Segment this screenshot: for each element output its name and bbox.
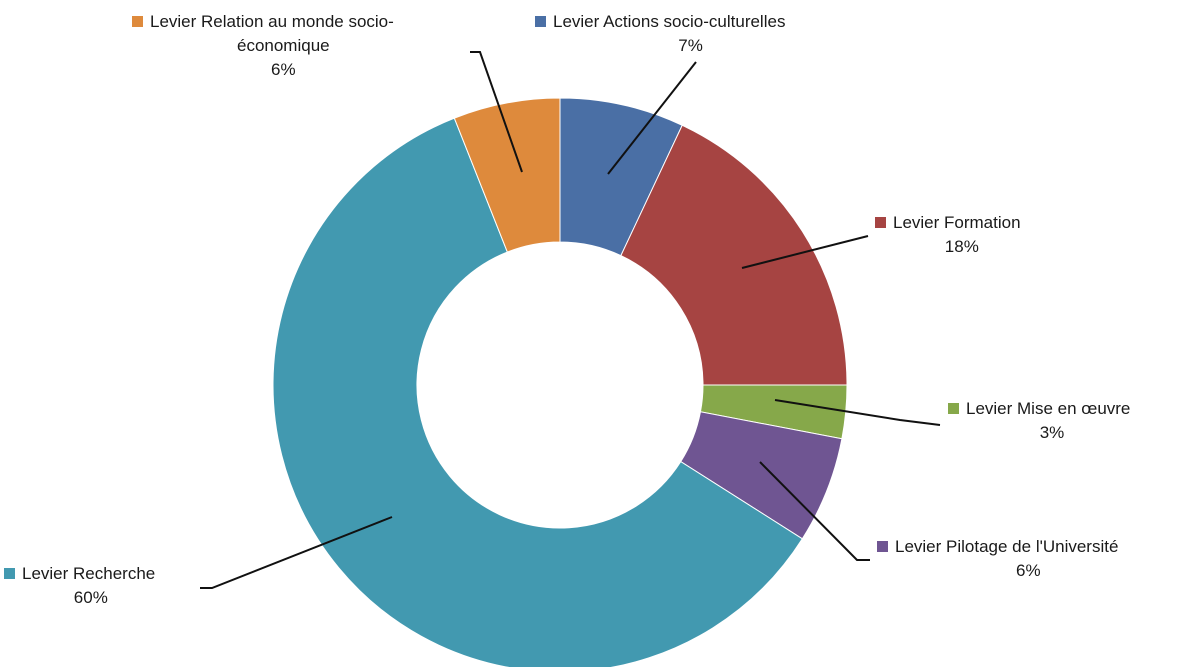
legend-marker-levier-recherche [4, 568, 15, 579]
data-label-levier-actions-socio-culturelles: Levier Actions socio-culturelles 7% [535, 12, 785, 55]
data-label-levier-pilotage-de-l-universit-: Levier Pilotage de l'Université 6% [877, 537, 1118, 580]
label-name-levier-pilotage-de-l-universit-: Levier Pilotage de l'Université [895, 537, 1118, 556]
slice-levier-recherche [272, 117, 804, 667]
label-percent-levier-pilotage-de-l-universit-: 6% [1016, 561, 1041, 580]
legend-marker-levier-actions-socio-culturelles [535, 16, 546, 27]
slice-levier-formation [620, 124, 848, 386]
leader-lines-group [200, 51, 941, 589]
label-percent-levier-recherche: 60% [74, 588, 108, 607]
label-percent-levier-relation-au-monde-socio-conomique: 6% [271, 60, 296, 79]
leader-line-levier-pilotage-de-l-universit- [759, 461, 870, 561]
slice-levier-relation-au-monde-socio-conomique [453, 97, 561, 253]
leader-line-levier-mise-en-uvre [774, 399, 941, 426]
leader-line-levier-relation-au-monde-socio-conomique [470, 51, 523, 173]
labels-group: Levier Actions socio-culturelles7%Levier… [4, 12, 1130, 607]
data-label-levier-formation: Levier Formation 18% [875, 213, 1021, 256]
data-label-levier-relation-au-monde-socio-conomique: Levier Relation au monde socio-économiqu… [132, 12, 394, 79]
legend-marker-levier-mise-en-uvre [948, 403, 959, 414]
label-percent-levier-formation: 18% [945, 237, 979, 256]
legend-marker-levier-formation [875, 217, 886, 228]
leader-line-levier-recherche [200, 516, 393, 589]
slices-group [272, 97, 848, 667]
leader-line-levier-formation [741, 235, 869, 269]
data-label-levier-mise-en-uvre: Levier Mise en œuvre 3% [948, 399, 1130, 442]
label-name-levier-actions-socio-culturelles: Levier Actions socio-culturelles [553, 12, 785, 31]
label-name-levier-mise-en-uvre: Levier Mise en œuvre [966, 399, 1130, 418]
data-label-levier-recherche: Levier Recherche 60% [4, 564, 155, 607]
label-percent-levier-actions-socio-culturelles: 7% [678, 36, 703, 55]
leader-line-levier-actions-socio-culturelles [607, 61, 697, 175]
label-name-levier-formation: Levier Formation [893, 213, 1021, 232]
legend-marker-levier-pilotage-de-l-universit- [877, 541, 888, 552]
label-percent-levier-mise-en-uvre: 3% [1040, 423, 1065, 442]
label-name-levier-recherche: Levier Recherche [22, 564, 155, 583]
label-name-levier-relation-au-monde-socio-conomique-line-2: économique [237, 36, 330, 55]
legend-marker-levier-relation-au-monde-socio-conomique [132, 16, 143, 27]
label-name-levier-relation-au-monde-socio-conomique: Levier Relation au monde socio- [150, 12, 394, 31]
